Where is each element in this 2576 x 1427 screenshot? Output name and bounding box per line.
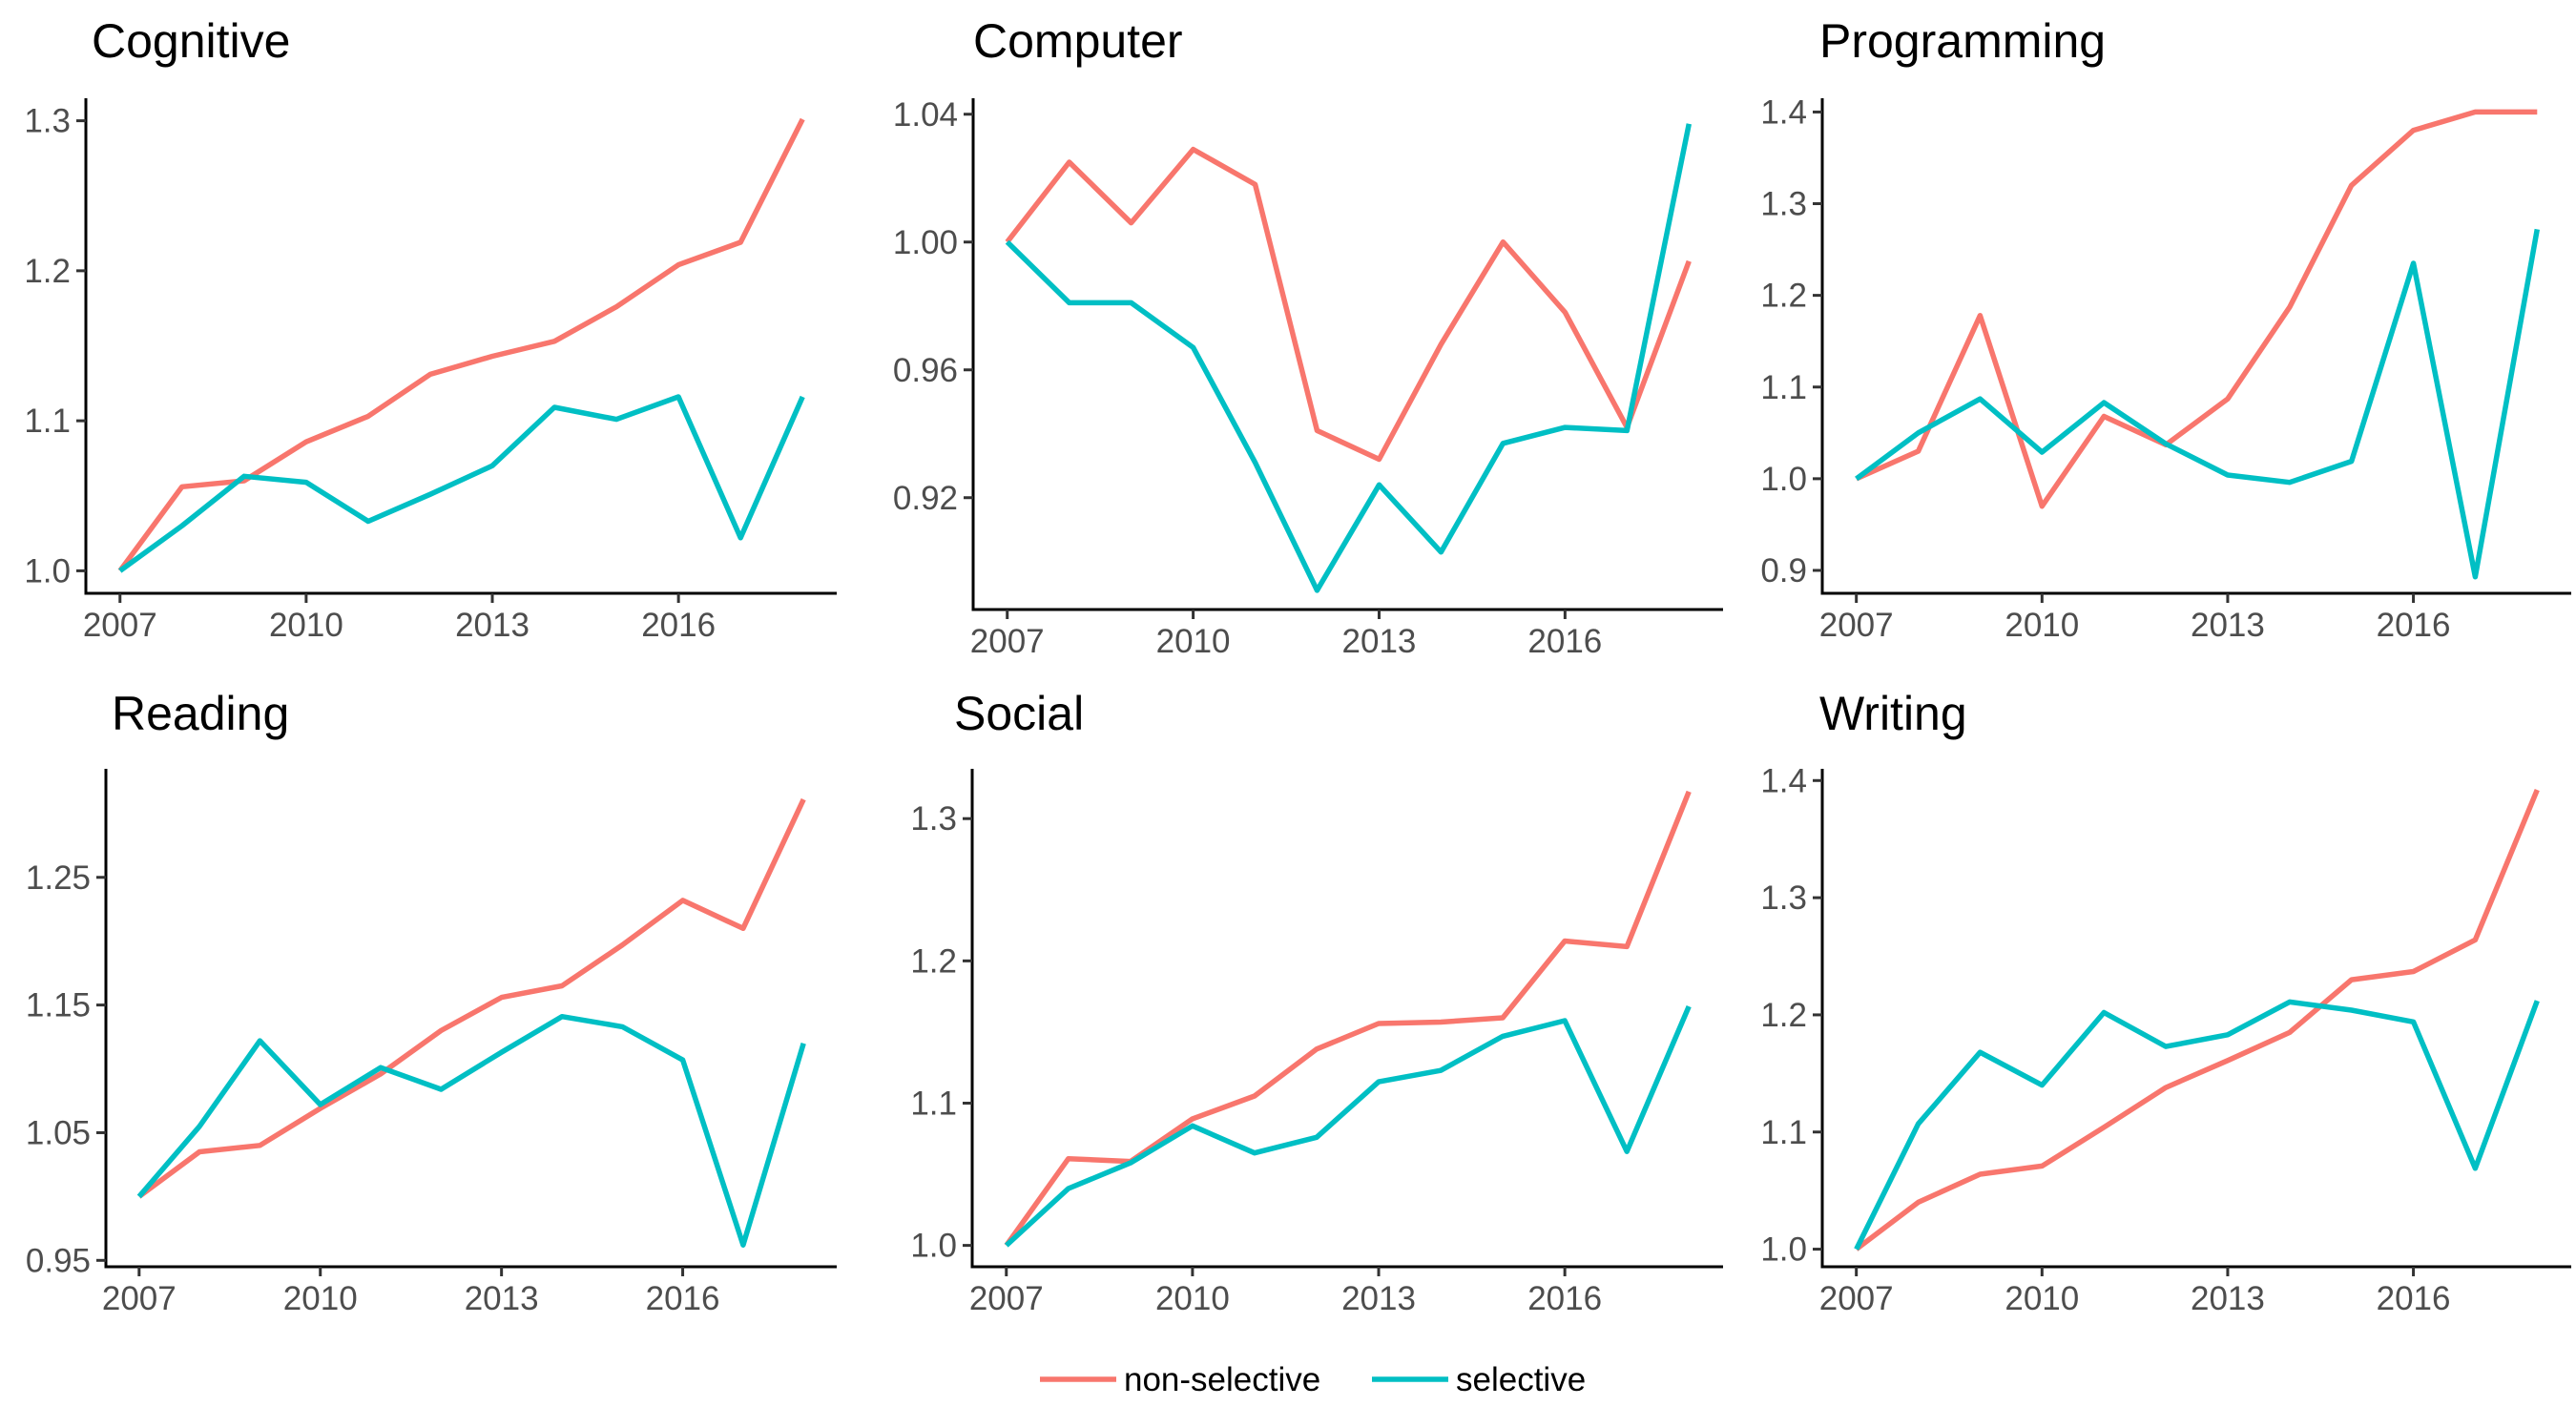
y-tick-label-cognitive: 1.0 [24,552,71,589]
x-tick-label-programming: 2013 [2191,607,2265,644]
y-tick-label-writing: 1.3 [1760,879,1807,917]
x-tick-label-writing: 2007 [1819,1280,1894,1317]
y-tick-label-reading: 0.95 [26,1242,91,1279]
x-tick-label-reading: 2010 [283,1280,358,1317]
y-tick-label-programming: 1.2 [1760,278,1807,315]
panel-title-cognitive: Cognitive [92,14,290,68]
y-tick-label-reading: 1.15 [26,987,91,1024]
panel-title-writing: Writing [1819,687,1967,740]
series-line-selective-social [1004,1005,1692,1248]
panel-title-social: Social [954,687,1084,740]
x-tick-label-cognitive: 2010 [269,607,343,644]
x-tick-label-computer: 2007 [970,623,1045,660]
panel-reading: Reading 0.95 1.05 1.15 1.25 2007 2010 2013 2016 [26,687,837,1317]
series-line-selective-reading [136,1013,806,1248]
x-tick-label-programming: 2010 [2005,607,2079,644]
x-tick-label-cognitive: 2007 [83,607,157,644]
y-tick-label-computer: 0.92 [893,480,958,517]
series-line-non-selective-cognitive [117,117,805,573]
y-tick-label-computer: 1.00 [893,224,958,261]
y-tick-label-computer: 0.96 [893,352,958,389]
x-tick-label-writing: 2010 [2005,1280,2079,1317]
y-tick-label-cognitive: 1.3 [24,103,71,140]
legend: non-selective selective [1040,1361,1586,1398]
panel-programming: Programming 0.9 1.0 1.1 1.2 1.3 1.4 2007 2010 201… [1760,14,2571,644]
series-line-non-selective-programming [1855,109,2538,509]
y-tick-label-programming: 0.9 [1760,552,1807,589]
panel-writing: Writing 1.0 1.1 1.2 1.3 1.4 2007 2010 2013 2016 [1760,687,2571,1317]
panel-computer: Computer 0.92 0.96 1.00 1.04 2007 2010 2013 2016 [893,14,1723,660]
panel-social: Social 1.0 1.1 1.2 1.3 2007 2010 2013 2016 [910,687,1723,1317]
x-tick-label-programming: 2016 [2377,607,2451,644]
x-tick-label-cognitive: 2016 [641,607,716,644]
x-tick-label-computer: 2010 [1156,623,1231,660]
legend-label-selective: selective [1456,1361,1586,1398]
y-tick-label-computer: 1.04 [893,96,958,134]
panel-cognitive: Cognitive 1.0 1.1 1.2 1.3 2007 2010 2013 2016 [24,14,837,644]
y-tick-label-cognitive: 1.1 [24,403,71,440]
y-tick-label-writing: 1.0 [1760,1231,1807,1269]
y-tick-label-reading: 1.05 [26,1114,91,1151]
y-tick-label-writing: 1.1 [1760,1114,1807,1151]
y-tick-label-reading: 1.25 [26,859,91,897]
y-tick-label-writing: 1.4 [1760,762,1807,799]
series-line-non-selective-computer [1005,146,1692,463]
x-tick-label-programming: 2007 [1819,607,1894,644]
x-tick-label-social: 2010 [1155,1280,1230,1317]
y-tick-label-programming: 1.3 [1760,186,1807,223]
series-line-selective-writing [1854,999,2540,1251]
x-tick-label-social: 2013 [1341,1280,1416,1317]
series-line-selective-cognitive [118,394,805,573]
x-tick-label-social: 2007 [969,1280,1044,1317]
x-tick-label-reading: 2013 [465,1280,539,1317]
y-tick-label-cognitive: 1.2 [24,253,71,290]
y-tick-label-social: 1.3 [910,800,957,838]
x-tick-label-cognitive: 2013 [455,607,530,644]
x-tick-label-reading: 2016 [646,1280,720,1317]
x-tick-label-social: 2016 [1527,1280,1602,1317]
y-tick-label-programming: 1.4 [1760,93,1807,131]
panel-title-reading: Reading [112,687,289,740]
panel-title-computer: Computer [973,14,1183,68]
y-tick-label-programming: 1.0 [1760,461,1807,498]
series-line-non-selective-reading [137,797,806,1199]
y-tick-label-programming: 1.1 [1760,369,1807,406]
legend-label-non-selective: non-selective [1124,1361,1320,1398]
x-tick-label-reading: 2007 [102,1280,177,1317]
y-tick-label-writing: 1.2 [1760,997,1807,1034]
series-line-selective-programming [1855,228,2541,580]
x-tick-label-computer: 2016 [1527,623,1602,660]
series-line-non-selective-writing [1855,789,2540,1251]
series-line-selective-computer [1005,123,1692,593]
panel-title-programming: Programming [1819,14,2106,68]
x-tick-label-writing: 2016 [2377,1280,2451,1317]
series-line-non-selective-social [1004,790,1692,1248]
y-tick-label-social: 1.2 [910,942,957,980]
y-tick-label-social: 1.1 [910,1085,957,1122]
x-tick-label-computer: 2013 [1342,623,1417,660]
y-tick-label-social: 1.0 [910,1228,957,1265]
x-tick-label-writing: 2013 [2191,1280,2265,1317]
